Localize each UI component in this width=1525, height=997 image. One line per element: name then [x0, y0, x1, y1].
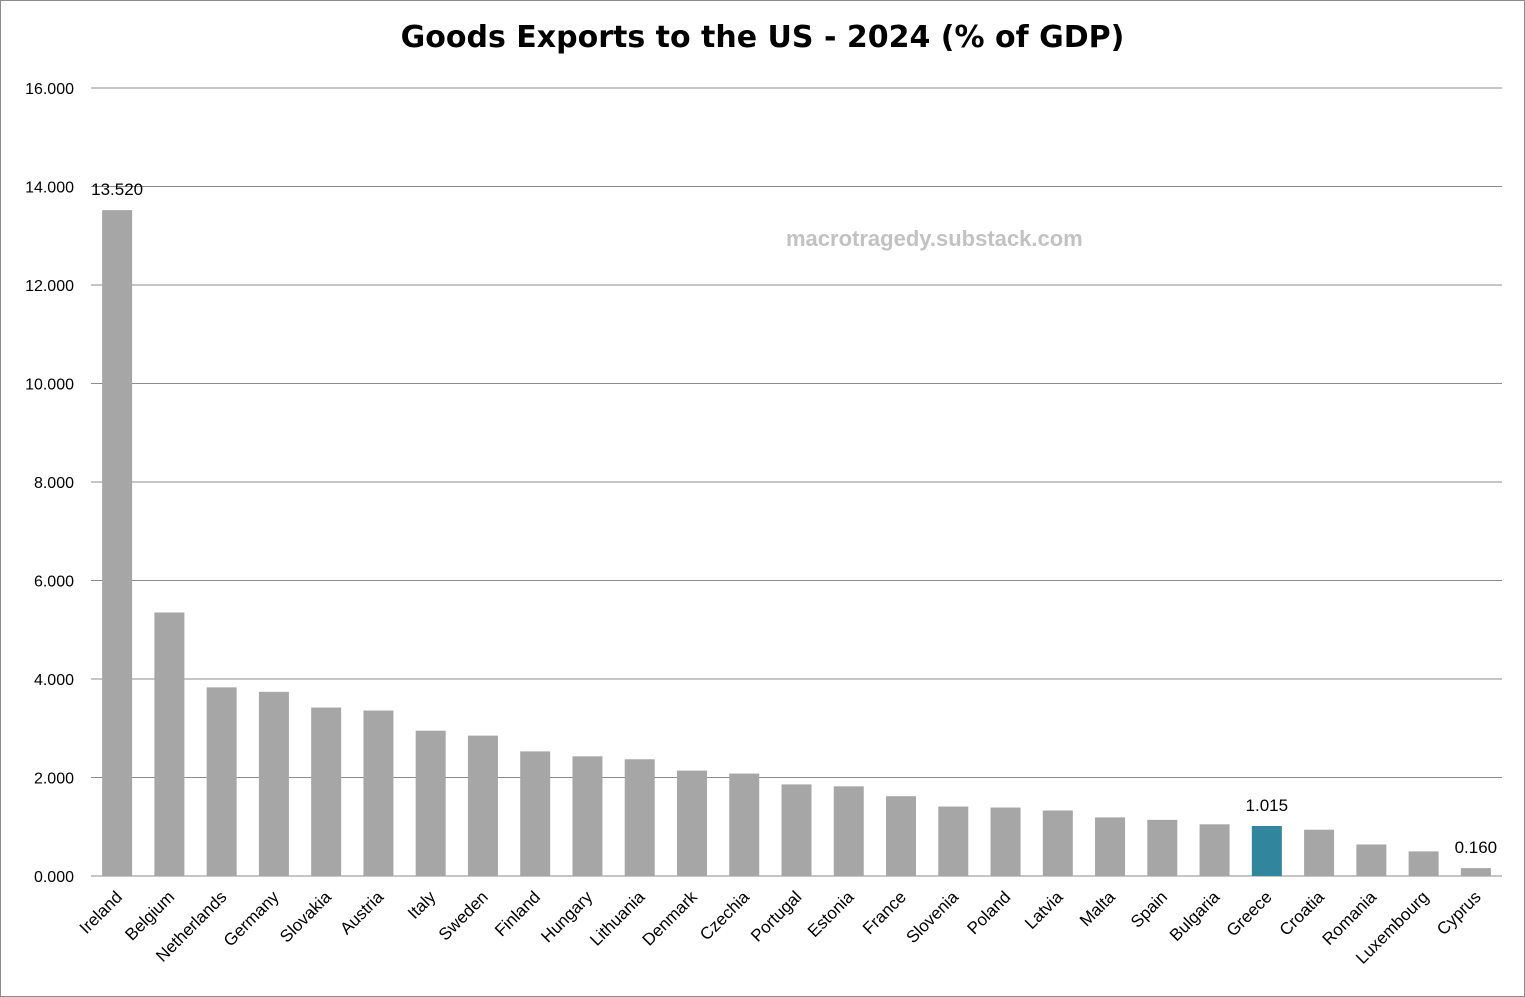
- category-label: Germany: [220, 887, 283, 950]
- bar-netherlands: [206, 687, 237, 876]
- bar-belgium: [154, 612, 185, 876]
- bar-slovenia: [938, 806, 969, 876]
- bar-luxembourg: [1408, 851, 1439, 876]
- category-label: Slovakia: [276, 887, 335, 946]
- data-label: 0.160: [1455, 838, 1498, 857]
- chart-title: Goods Exports to the US - 2024 (% of GDP…: [400, 20, 1125, 55]
- bar-france: [886, 796, 917, 876]
- category-label: Italy: [404, 887, 440, 923]
- category-label: Croatia: [1276, 887, 1329, 940]
- bar-lithuania: [624, 759, 655, 876]
- category-label: Estonia: [804, 887, 858, 941]
- bar-slovakia: [311, 707, 342, 876]
- bar-finland: [520, 751, 551, 876]
- category-label: France: [859, 887, 910, 938]
- category-label: Poland: [963, 887, 1014, 938]
- data-labels: 13.520 1.015 0.160: [91, 180, 1497, 857]
- category-label: Finland: [491, 887, 544, 940]
- y-tick-label: 2.000: [34, 771, 74, 788]
- category-label: Sweden: [435, 887, 492, 944]
- category-label: Ireland: [76, 887, 126, 937]
- bar-bulgaria: [1199, 824, 1230, 876]
- bar-poland: [990, 807, 1021, 876]
- y-tick-label: 4.000: [34, 672, 74, 689]
- x-axis-categories: IrelandBelgiumNetherlandsGermanySlovakia…: [76, 887, 1485, 968]
- bar-denmark: [676, 770, 707, 876]
- category-label: Bulgaria: [1166, 887, 1224, 945]
- gridlines: [91, 87, 1502, 877]
- category-label: Greece: [1223, 887, 1276, 940]
- data-label: 13.520: [91, 180, 143, 199]
- bar-estonia: [833, 786, 864, 876]
- bar-spain: [1147, 819, 1178, 876]
- y-axis-ticks: 0.000 2.000 4.000 6.000 8.000 10.000 12.000 14.…: [25, 81, 74, 886]
- bar-latvia: [1042, 810, 1073, 876]
- bar-cyprus: [1460, 868, 1491, 876]
- bar-germany: [258, 691, 289, 876]
- bar-greece: [1251, 826, 1282, 876]
- category-label: Austria: [336, 887, 387, 938]
- category-label: Spain: [1127, 887, 1171, 931]
- category-label: Denmark: [639, 887, 702, 950]
- data-label: 1.015: [1246, 796, 1289, 815]
- category-label: Malta: [1076, 887, 1119, 930]
- bar-austria: [363, 710, 394, 876]
- y-tick-label: 0.000: [34, 869, 74, 886]
- y-tick-label: 14.000: [25, 180, 74, 197]
- y-tick-label: 6.000: [34, 574, 74, 591]
- y-tick-label: 10.000: [25, 377, 74, 394]
- bar-croatia: [1304, 829, 1335, 876]
- category-label: Czechia: [696, 887, 753, 944]
- category-label: Latvia: [1021, 887, 1067, 933]
- bar-sweden: [467, 735, 498, 876]
- bar-portugal: [781, 784, 812, 876]
- y-tick-label: 8.000: [34, 475, 74, 492]
- bar-italy: [415, 730, 446, 876]
- category-label: Portugal: [747, 887, 805, 945]
- bar-czechia: [729, 773, 760, 876]
- y-tick-label: 16.000: [25, 81, 74, 98]
- y-tick-label: 12.000: [25, 278, 74, 295]
- bar-hungary: [572, 756, 603, 876]
- bar-romania: [1356, 844, 1387, 876]
- category-label: Cyprus: [1433, 887, 1485, 939]
- bars: [102, 210, 1491, 876]
- bar-malta: [1095, 817, 1126, 876]
- category-label: Slovenia: [903, 887, 963, 947]
- watermark-text: macrotragedy.substack.com: [786, 226, 1083, 251]
- bar-ireland: [102, 210, 133, 876]
- category-label: Lithuania: [586, 887, 649, 950]
